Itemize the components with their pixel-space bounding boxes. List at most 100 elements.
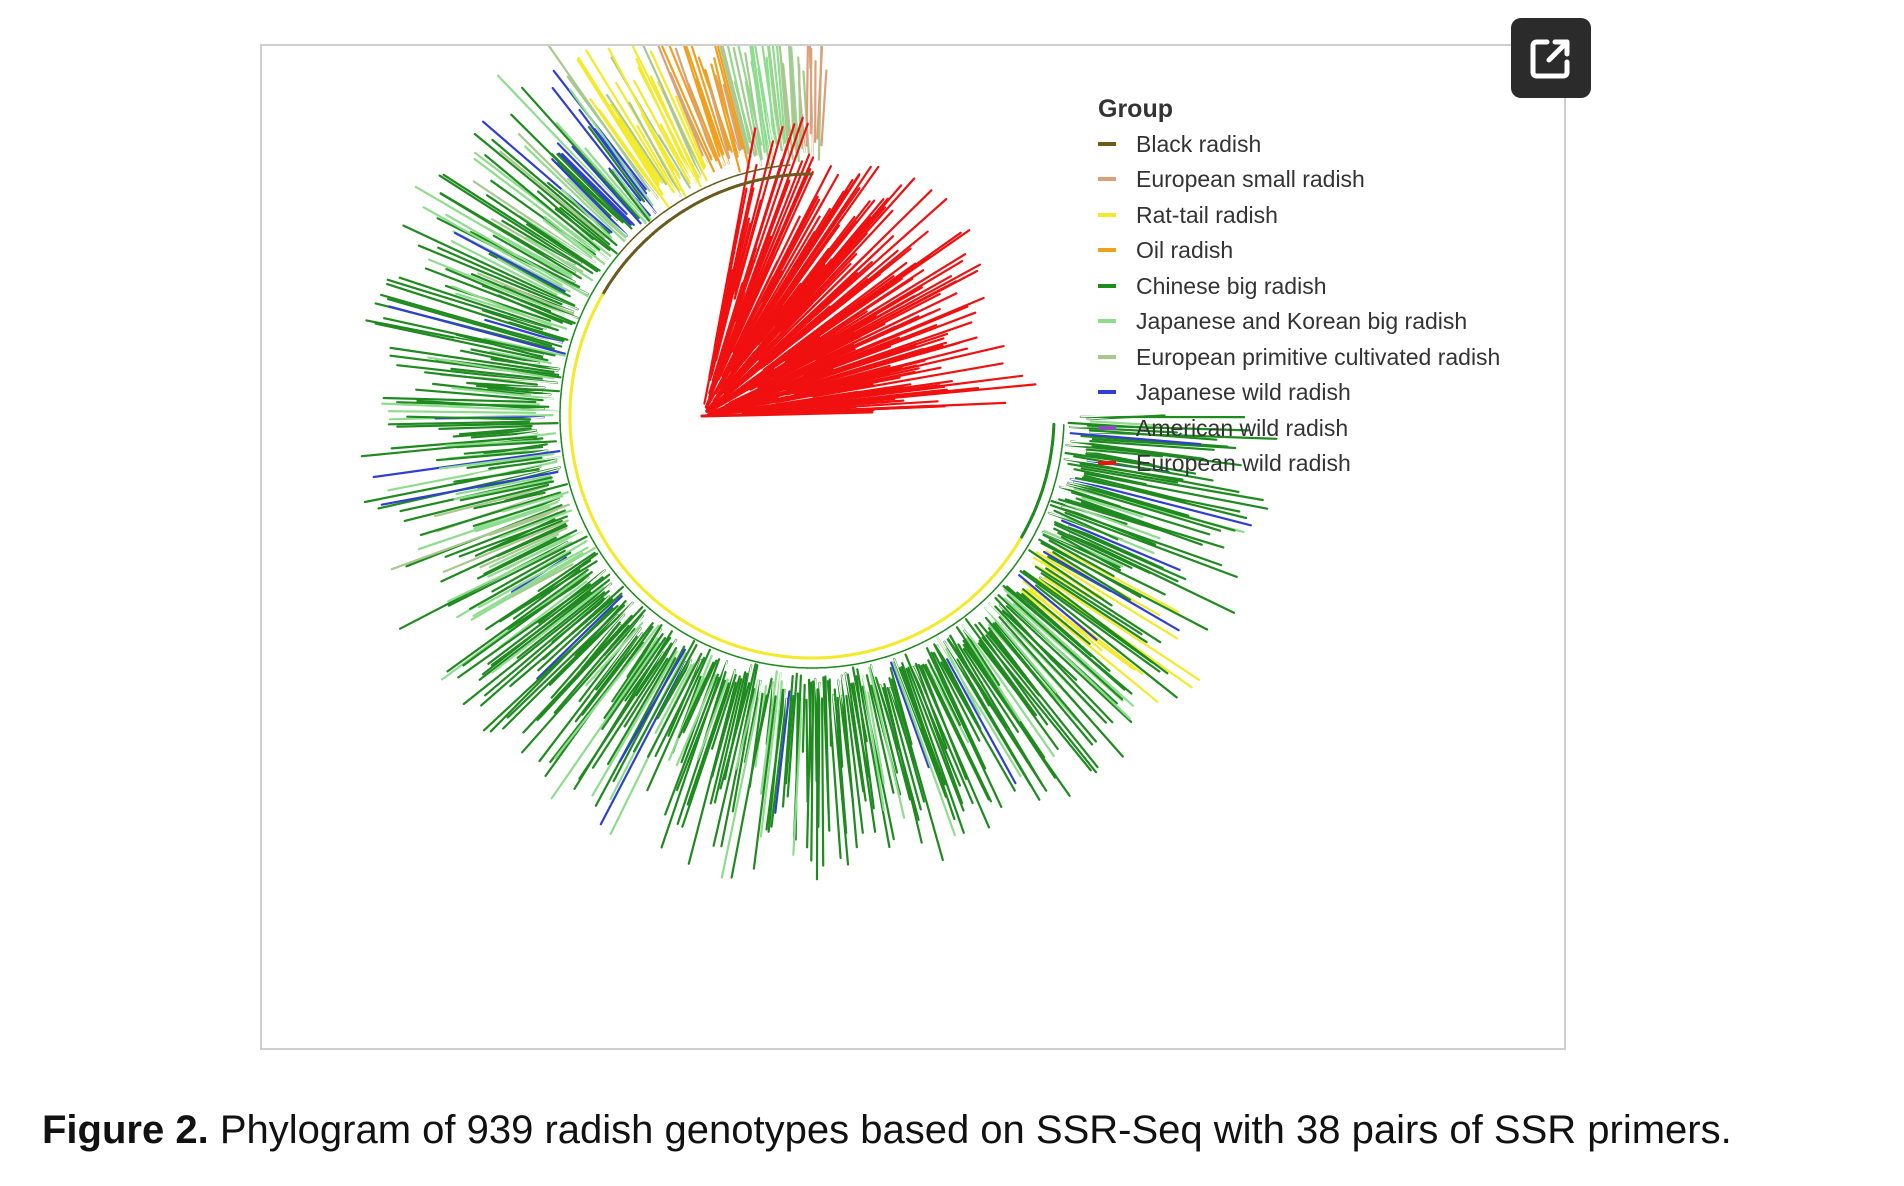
tree-leaf-branch — [686, 682, 730, 806]
tree-leaf-branch — [487, 386, 552, 396]
external-link-icon — [1530, 39, 1570, 79]
legend-label: European wild radish — [1136, 450, 1351, 477]
tree-leaf-branch — [424, 371, 538, 386]
legend-item: Oil radish — [1098, 233, 1500, 269]
legend-label: European primitive cultivated radish — [1136, 343, 1501, 370]
tree-leaf-branch — [450, 240, 558, 296]
tree-leaf-branch — [805, 698, 809, 803]
tree-leaf-branch — [1022, 588, 1091, 645]
tree-leaf-branch — [758, 248, 873, 361]
tree-leaf-branch — [521, 614, 644, 754]
tree-leaf-branch — [828, 678, 833, 747]
tree-leaf-branch — [1006, 594, 1124, 701]
tree-leaf-branch — [477, 529, 578, 580]
tree-leaf-branch — [690, 46, 730, 165]
tree-leaf-branch — [624, 636, 672, 702]
tree-leaf-branch — [455, 440, 557, 449]
tree-leaf-branch — [647, 652, 703, 758]
tree-leaf-branch — [488, 458, 558, 470]
tree-leaf-branch — [746, 247, 882, 375]
tree-leaf-branch — [396, 364, 558, 384]
tree-leaf-branch — [781, 63, 794, 160]
tree-leaf-branch — [1075, 497, 1160, 529]
tree-leaf-branch — [1005, 605, 1133, 724]
tree-leaf-branch — [697, 678, 729, 760]
tree-leaf-branch — [883, 682, 923, 844]
tree-leaf-branch — [1054, 521, 1187, 581]
tree-leaf-branch — [700, 410, 874, 418]
tree-leaf-gap — [588, 614, 625, 658]
tree-leaf-branch — [782, 331, 855, 372]
tree-leaf-branch — [561, 152, 635, 226]
tree-leaf-branch — [458, 427, 532, 436]
tree-leaf-branch — [949, 634, 991, 707]
tree-leaf-branch — [472, 552, 584, 617]
tree-leaf-branch — [522, 614, 633, 734]
tree-leaf-branch — [741, 390, 859, 411]
tree-leaf-branch — [387, 420, 531, 426]
tree-leaf-branch — [445, 268, 576, 325]
tree-leaf-branch — [763, 262, 917, 373]
tree-leaf-branch — [497, 294, 563, 324]
tree-leaf-branch — [470, 547, 596, 621]
tree-leaf-branch — [1016, 591, 1093, 658]
tree-leaf-branch — [716, 46, 751, 169]
tree-leaf-branch — [820, 69, 828, 147]
tree-leaf-branch — [964, 617, 1038, 717]
tree-leaf-gap — [503, 431, 537, 439]
tree-leaf-branch — [1034, 565, 1143, 636]
tree-leaf-branch — [687, 82, 723, 169]
tree-leaf-branch — [612, 168, 652, 221]
tree-leaf-branch — [536, 595, 623, 680]
tree-leaf-branch — [784, 277, 914, 363]
tree-leaf-branch — [907, 666, 965, 812]
tree-leaf-branch — [798, 63, 802, 144]
tree-leaf-branch — [466, 456, 543, 469]
tree-leaf-branch — [713, 671, 747, 804]
tree-leaf-branch — [685, 46, 725, 156]
tree-leaf-branch — [758, 397, 896, 412]
tree-leaf-branch — [1088, 429, 1218, 441]
legend-item: European wild radish — [1098, 446, 1500, 482]
tree-leaf-branch — [432, 382, 531, 397]
tree-leaf-branch — [720, 691, 762, 879]
tree-leaf-branch — [484, 590, 610, 697]
tree-leaf-branch — [566, 177, 627, 238]
tree-leaf-branch — [452, 429, 538, 438]
tree-leaf-branch — [998, 616, 1124, 758]
tree-leaf-branch — [815, 688, 819, 881]
tree-leaf-gap — [531, 261, 576, 283]
tree-leaf-branch — [774, 690, 791, 814]
tree-leaf-branch — [457, 583, 591, 679]
tree-leaf-branch — [1085, 450, 1153, 466]
expand-figure-button[interactable] — [1511, 18, 1591, 98]
tree-leaf-branch — [434, 486, 548, 518]
tree-leaf-branch — [816, 405, 939, 413]
tree-leaf-branch — [682, 659, 718, 734]
tree-leaf-branch — [932, 651, 981, 742]
tree-leaf-branch — [460, 349, 559, 372]
tree-leaf-branch — [439, 192, 582, 280]
tree-leaf-branch — [963, 629, 1001, 687]
figure-caption: Figure 2. Phylogram of 939 radish genoty… — [42, 1108, 1732, 1153]
tree-leaf-branch — [1042, 533, 1166, 596]
tree-leaf-branch — [633, 79, 691, 185]
tree-leaf-branch — [889, 666, 913, 746]
tree-leaf-branch — [474, 151, 612, 257]
tree-leaf-branch — [463, 445, 544, 455]
tree-leaf-branch — [1064, 502, 1161, 540]
tree-leaf-branch — [492, 234, 576, 283]
tree-leaf-branch — [711, 675, 741, 778]
tree-leaf-branch — [390, 435, 538, 450]
tree-leaf-branch — [551, 595, 611, 643]
tree-leaf-branch — [450, 367, 543, 380]
tree-leaf-branch — [713, 57, 739, 158]
tree-leaf-branch — [525, 236, 593, 282]
legend-item: Japanese and Korean big radish — [1098, 304, 1500, 340]
tree-leaf-branch — [578, 108, 657, 214]
tree-leaf-branch — [569, 88, 654, 207]
tree-leaf-branch — [451, 285, 552, 327]
tree-leaf-branch — [703, 187, 748, 405]
legend-items: Black radish European small radish Rat-tai… — [1098, 126, 1500, 481]
tree-leaf-branch — [587, 125, 645, 203]
